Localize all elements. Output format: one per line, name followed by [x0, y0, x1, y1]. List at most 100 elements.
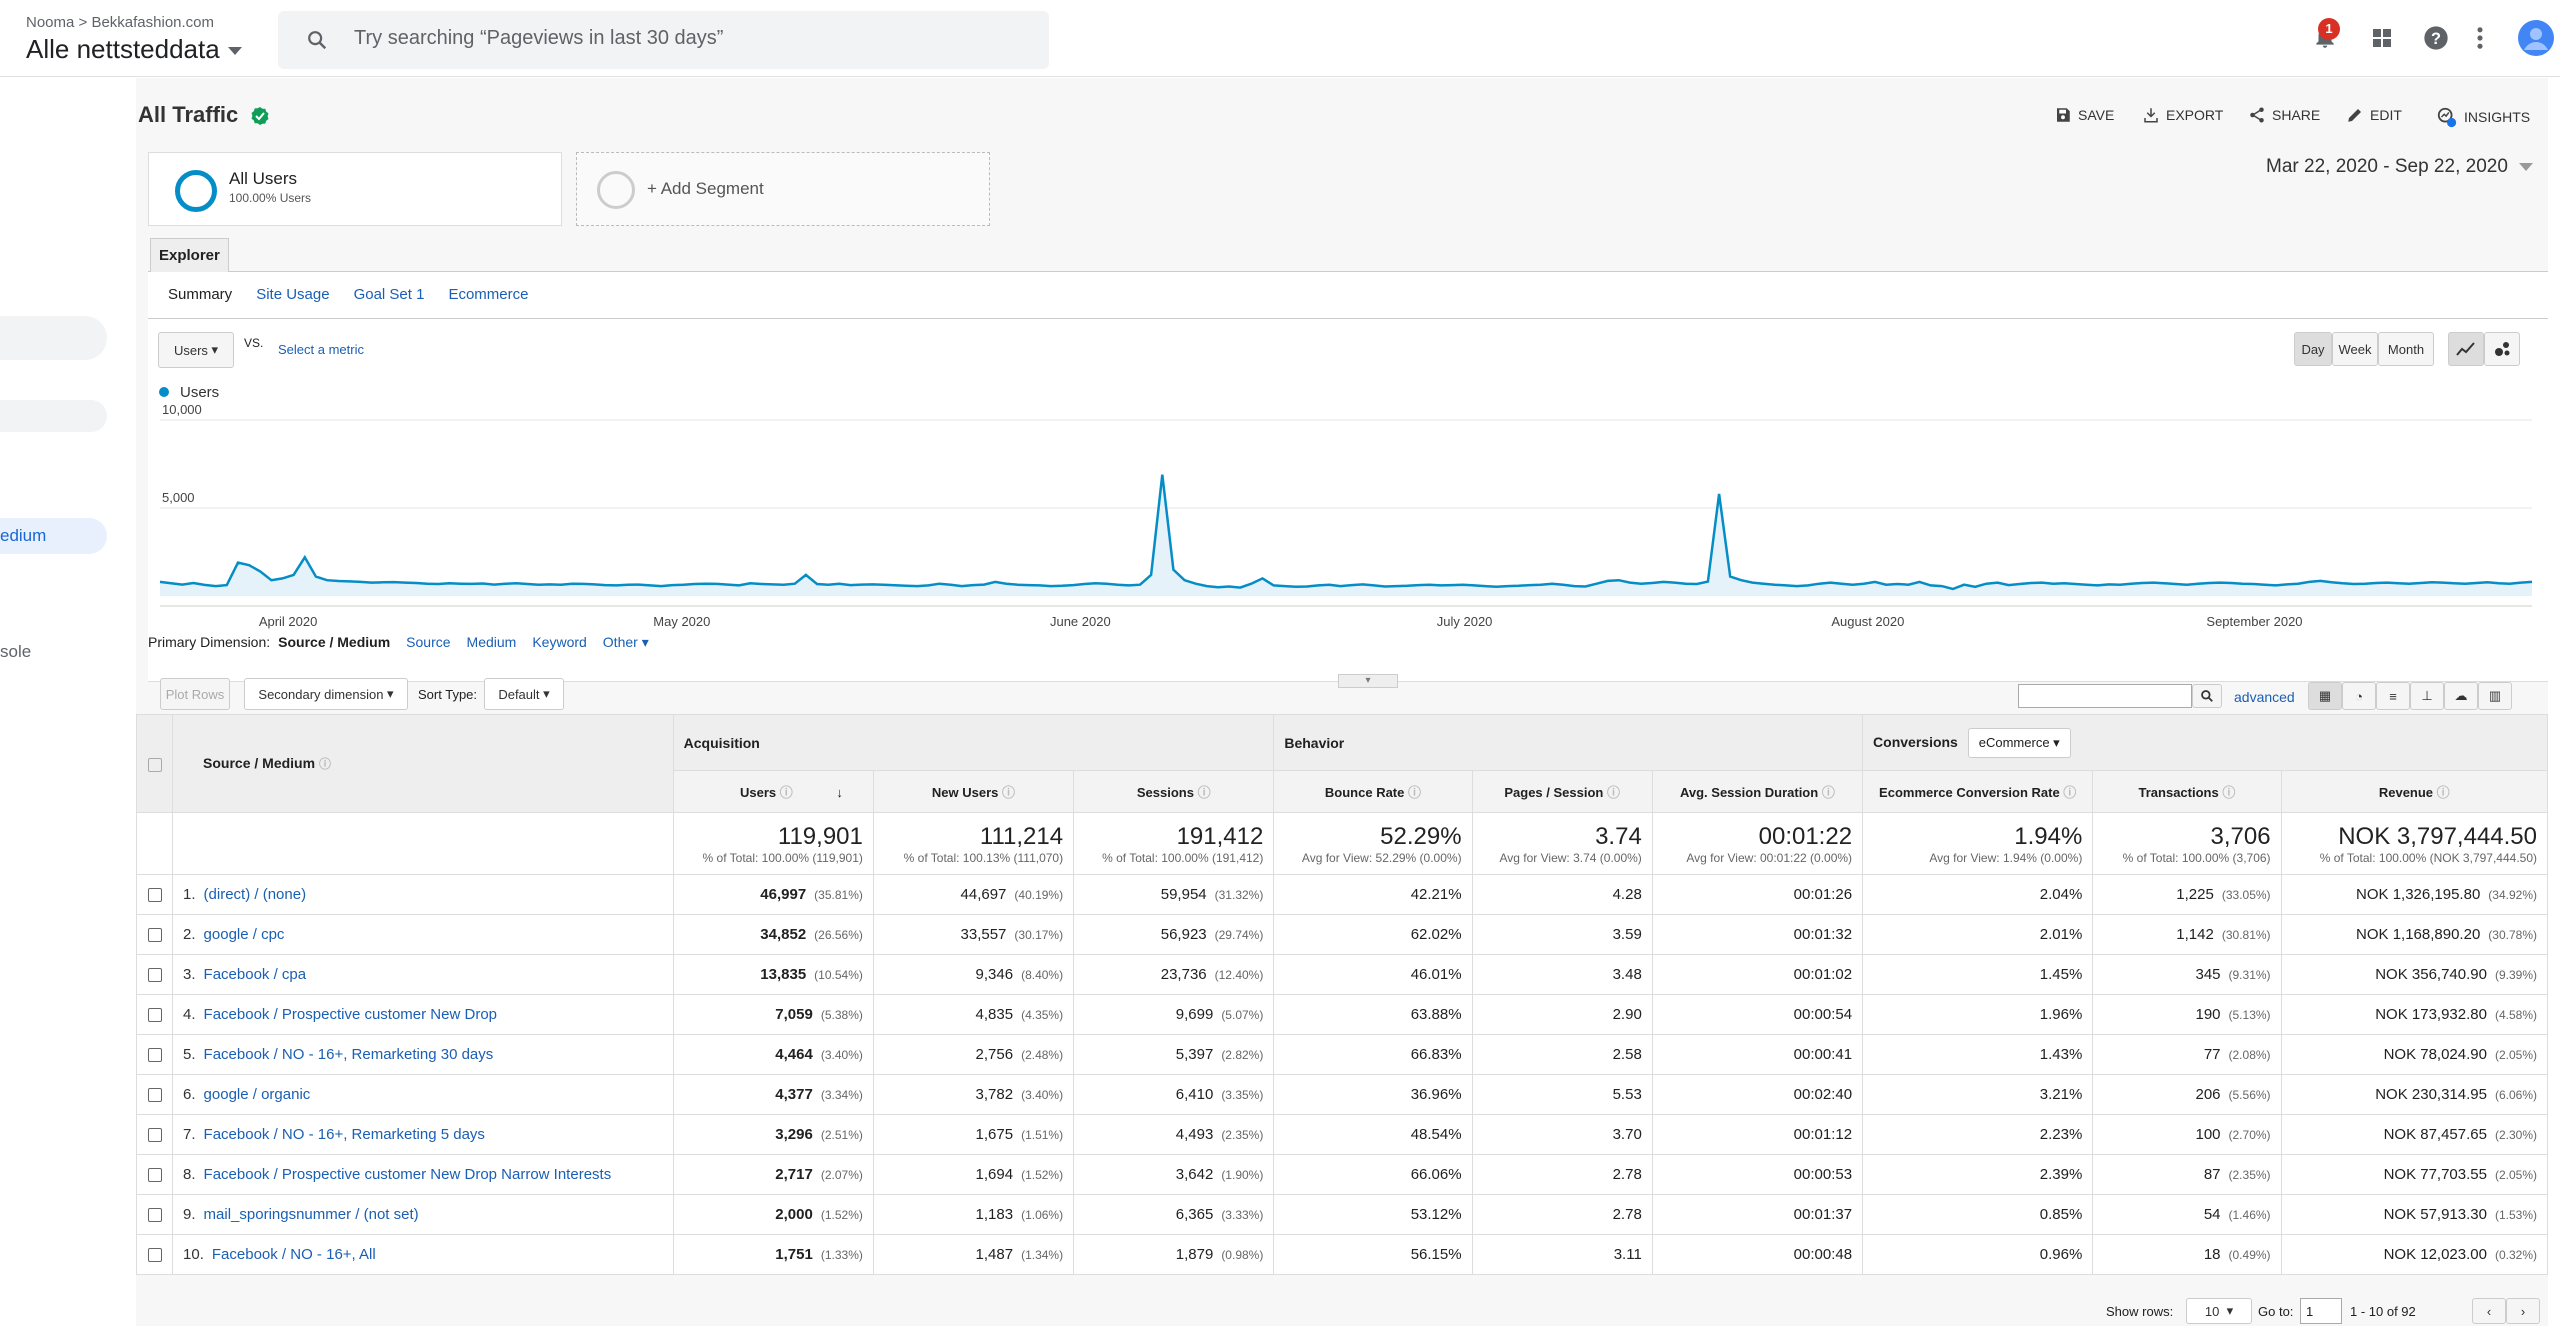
- row-checkbox[interactable]: [147, 1168, 162, 1183]
- row-sessions: 4,493: [1175, 1126, 1214, 1143]
- granularity-day[interactable]: Day: [2294, 332, 2332, 366]
- col-revenue[interactable]: Revenue ⓘ: [2280, 770, 2549, 813]
- row-checkbox[interactable]: [147, 888, 162, 903]
- row-source-link[interactable]: Facebook / NO - 16+, Remarketing 5 days: [203, 1126, 485, 1143]
- view-pivot-icon[interactable]: ▥: [2478, 682, 2512, 710]
- row-new-users-pct: (1.34%): [1021, 1248, 1064, 1262]
- subtab-goal-set-1[interactable]: Goal Set 1: [353, 286, 425, 303]
- next-page-button[interactable]: ›: [2506, 1298, 2540, 1324]
- tab-explorer[interactable]: Explorer: [150, 238, 229, 272]
- row-source-link[interactable]: google / cpc: [203, 926, 285, 943]
- advanced-filter-link[interactable]: advanced: [2234, 689, 2295, 705]
- search-bar[interactable]: Try searching “Pageviews in last 30 days…: [278, 11, 1049, 69]
- granularity-week[interactable]: Week: [2332, 332, 2378, 366]
- view-table-icon[interactable]: ▦: [2308, 682, 2342, 710]
- row-source-link[interactable]: mail_sporingsnummer / (not set): [203, 1206, 419, 1223]
- chart-resize-handle[interactable]: ▾: [1338, 674, 1398, 688]
- filter-search-button[interactable]: [2192, 684, 2222, 708]
- motion-chart-toggle[interactable]: [2484, 332, 2520, 366]
- col-avg-duration[interactable]: Avg. Session Duration ⓘ: [1651, 770, 1864, 813]
- view-comparison-icon[interactable]: ⊥: [2410, 682, 2444, 710]
- secondary-dimension-select[interactable]: Secondary dimension ▾: [244, 678, 408, 710]
- show-rows-select[interactable]: 10 ▾: [2186, 1298, 2252, 1324]
- select-metric-link[interactable]: Select a metric: [278, 342, 364, 357]
- export-button[interactable]: EXPORT: [2142, 106, 2223, 124]
- row-source-link[interactable]: Facebook / NO - 16+, Remarketing 30 days: [203, 1046, 494, 1063]
- dim-link-source[interactable]: Source: [406, 634, 451, 650]
- total-avg-duration-value: 00:01:22: [1758, 822, 1853, 850]
- segment-all-users[interactable]: All Users 100.00% Users: [148, 152, 562, 226]
- row-source-link[interactable]: (direct) / (none): [203, 886, 307, 903]
- subtab-site-usage[interactable]: Site Usage: [256, 286, 330, 303]
- add-segment[interactable]: + Add Segment: [576, 152, 990, 226]
- row-checkbox[interactable]: [147, 1128, 162, 1143]
- row-source-link[interactable]: Facebook / Prospective customer New Drop: [203, 1006, 497, 1023]
- view-term-cloud-icon[interactable]: ☁: [2444, 682, 2478, 710]
- row-checkbox[interactable]: [147, 1248, 162, 1263]
- col-sessions[interactable]: Sessions ⓘ: [1073, 770, 1275, 813]
- y-tick-label: 5,000: [162, 490, 195, 505]
- nav-item-sole[interactable]: sole: [0, 642, 32, 661]
- breadcrumb[interactable]: Nooma > Bekkafashion.com: [26, 14, 215, 31]
- row-source-link[interactable]: Facebook / cpa: [203, 966, 307, 983]
- insights-button[interactable]: INSIGHTS: [2436, 106, 2530, 128]
- more-vert-icon[interactable]: [2474, 24, 2486, 52]
- nav-pill-2[interactable]: [0, 400, 107, 432]
- col-pages-session[interactable]: Pages / Session ⓘ: [1471, 770, 1653, 813]
- row-checkbox[interactable]: [147, 1208, 162, 1223]
- edit-button[interactable]: EDIT: [2346, 106, 2402, 124]
- goto-input[interactable]: 1: [2300, 1298, 2342, 1324]
- granularity-month[interactable]: Month: [2378, 332, 2434, 366]
- plot-rows-button[interactable]: Plot Rows: [160, 678, 230, 710]
- row-source-link[interactable]: Facebook / NO - 16+, All: [211, 1246, 376, 1263]
- share-button[interactable]: SHARE: [2248, 106, 2320, 124]
- row-checkbox-cell: [135, 1194, 174, 1235]
- subtab-summary[interactable]: Summary: [168, 286, 233, 303]
- group-behavior: Behavior: [1273, 714, 1864, 771]
- table-filter-input[interactable]: [2018, 684, 2192, 708]
- select-all-checkbox[interactable]: [147, 757, 162, 772]
- legend-label: Users: [180, 384, 219, 401]
- col-users[interactable]: Users ⓘ ↓: [672, 770, 874, 813]
- dim-link-medium[interactable]: Medium: [466, 634, 517, 650]
- dim-link-other[interactable]: Other ▾: [602, 634, 649, 650]
- prev-page-button[interactable]: ‹: [2472, 1298, 2506, 1324]
- date-range-picker[interactable]: Mar 22, 2020 - Sep 22, 2020: [2266, 156, 2534, 178]
- insights-label: INSIGHTS: [2464, 109, 2531, 125]
- row-users: 46,997: [760, 886, 807, 903]
- view-performance-icon[interactable]: ≡: [2376, 682, 2410, 710]
- row-checkbox[interactable]: [147, 928, 162, 943]
- row-checkbox[interactable]: [147, 968, 162, 983]
- row-conv-rate: 1.96%: [2039, 1006, 2083, 1023]
- property-selector[interactable]: Alle nettsteddata: [26, 34, 242, 65]
- col-bounce-rate[interactable]: Bounce Rate ⓘ: [1273, 770, 1473, 813]
- row-conv-rate: 1.45%: [2039, 966, 2083, 983]
- table-row: 7. Facebook / NO - 16+, Remarketing 5 day…: [135, 1114, 2549, 1155]
- explorer-panel: Summary Site Usage Goal Set 1 Ecommerce …: [148, 272, 2548, 688]
- row-checkbox[interactable]: [147, 1008, 162, 1023]
- row-checkbox-cell: [135, 874, 174, 915]
- help-icon[interactable]: ?: [2422, 24, 2450, 52]
- sort-type-select[interactable]: Default ▾: [484, 678, 564, 710]
- line-chart-toggle[interactable]: [2448, 332, 2484, 366]
- avatar-icon[interactable]: [2518, 20, 2554, 56]
- dim-link-keyword[interactable]: Keyword: [532, 634, 587, 650]
- row-checkbox-cell: [135, 914, 174, 955]
- apps-grid-icon[interactable]: [2370, 26, 2394, 50]
- row-checkbox[interactable]: [147, 1088, 162, 1103]
- row-checkbox[interactable]: [147, 1048, 162, 1063]
- col-new-users[interactable]: New Users ⓘ: [872, 770, 1075, 813]
- nav-item-medium[interactable]: edium: [0, 518, 107, 554]
- col-ecom-conv-rate[interactable]: Ecommerce Conversion Rate ⓘ: [1862, 770, 2094, 813]
- metric-select[interactable]: Users ▾: [158, 332, 234, 368]
- row-source-link[interactable]: Facebook / Prospective customer New Drop…: [203, 1166, 612, 1183]
- col-transactions[interactable]: Transactions ⓘ: [2092, 770, 2282, 813]
- row-source-link[interactable]: google / organic: [203, 1086, 311, 1103]
- view-pie-icon[interactable]: ◔: [2342, 682, 2376, 710]
- nav-pill-1[interactable]: [0, 316, 107, 360]
- subtab-ecommerce[interactable]: Ecommerce: [448, 286, 529, 303]
- row-users: 2,717: [775, 1166, 813, 1183]
- save-button[interactable]: SAVE: [2054, 106, 2114, 124]
- col-source-medium[interactable]: Source / Medium ⓘ: [172, 714, 674, 813]
- conversions-select[interactable]: eCommerce ▾: [1967, 727, 2071, 758]
